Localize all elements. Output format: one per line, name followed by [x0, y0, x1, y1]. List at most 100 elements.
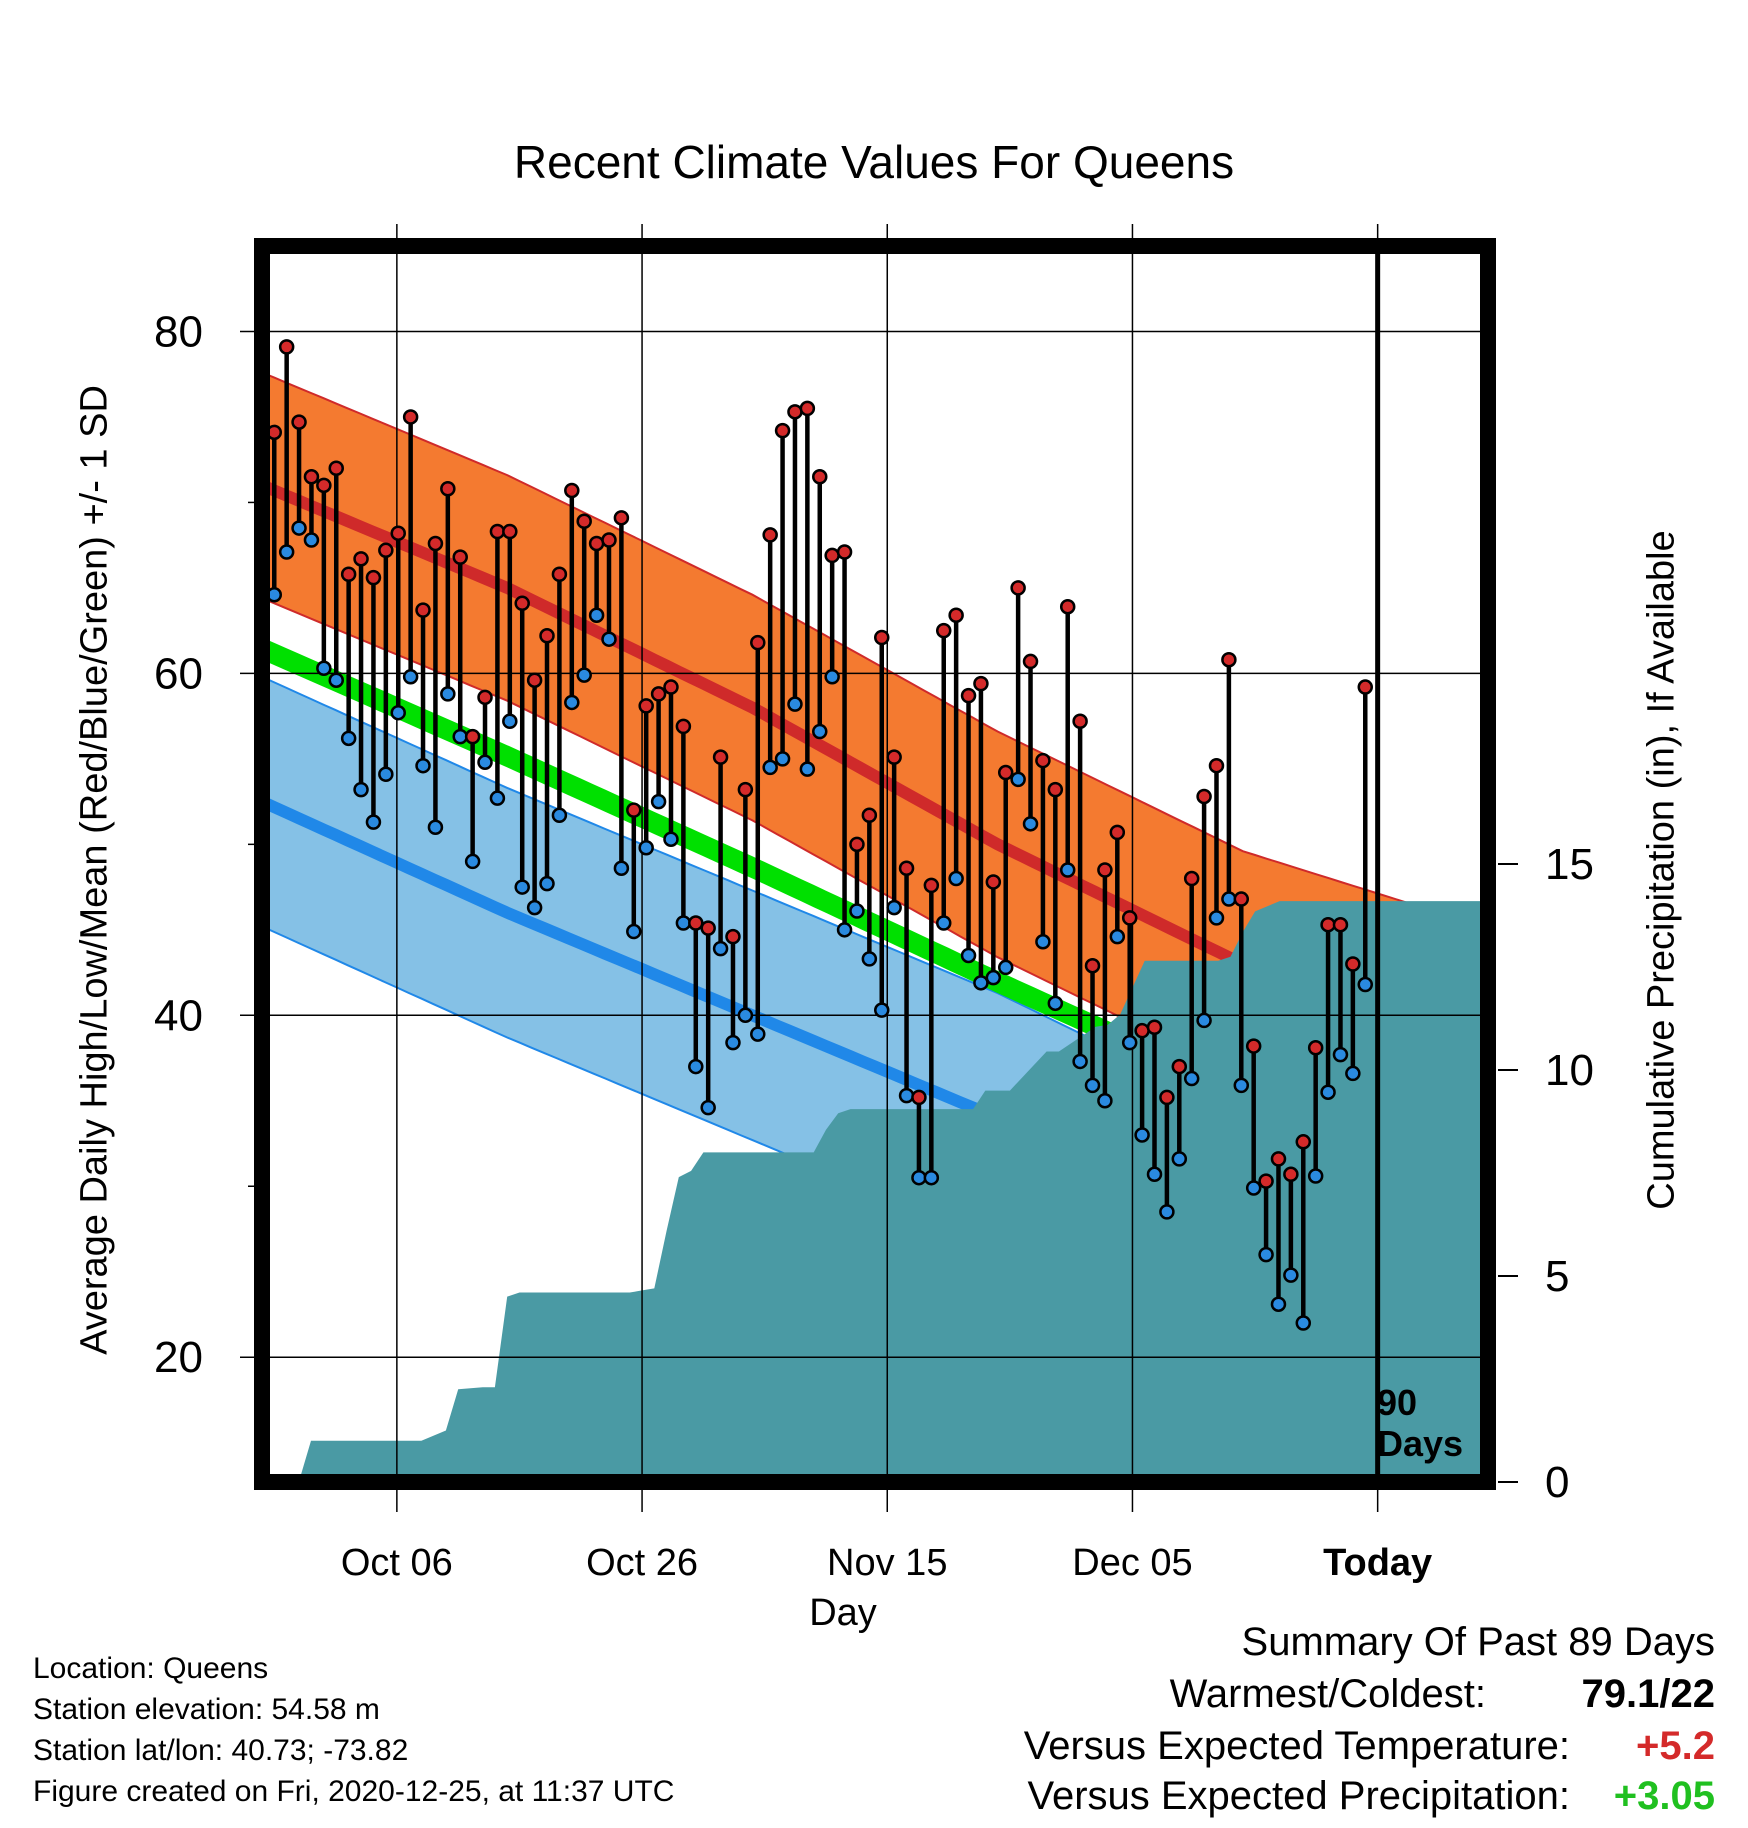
high-point: [787, 404, 803, 420]
low-point: [1320, 1084, 1336, 1100]
low-point: [750, 1026, 766, 1042]
low-point: [1010, 771, 1026, 788]
high-point: [700, 920, 716, 936]
low-point: [1183, 1070, 1200, 1087]
low-point: [1258, 1246, 1274, 1263]
high-point: [1010, 580, 1026, 596]
low-point: [303, 532, 320, 548]
high-point: [626, 802, 642, 818]
low-point: [675, 915, 692, 931]
low-point: [291, 520, 307, 536]
low-point: [1208, 910, 1225, 926]
high-point: [663, 679, 679, 695]
high-point: [1171, 1058, 1188, 1075]
low-point: [725, 1034, 741, 1051]
low-point: [663, 831, 679, 847]
low-point: [576, 667, 592, 683]
high-point: [576, 513, 592, 529]
low-point: [1047, 995, 1064, 1012]
low-point: [1121, 1034, 1138, 1051]
high-point: [873, 629, 890, 646]
low-point: [812, 723, 828, 740]
x-tick-label: Oct 26: [586, 1542, 698, 1584]
high-point: [935, 622, 952, 639]
low-point: [1307, 1168, 1324, 1184]
high-point: [601, 532, 617, 548]
low-point: [526, 899, 543, 916]
high-point: [1159, 1089, 1175, 1106]
low-point: [402, 669, 419, 685]
high-point: [948, 607, 964, 624]
low-point: [551, 807, 568, 824]
high-point: [514, 595, 530, 612]
low-point: [849, 903, 865, 919]
high-point: [316, 477, 332, 494]
low-point: [911, 1169, 927, 1186]
high-point: [1357, 679, 1374, 695]
low-point: [1233, 1077, 1250, 1094]
low-point: [861, 951, 878, 967]
low-point: [898, 1087, 915, 1104]
high-point: [750, 634, 766, 651]
high-point: [799, 400, 816, 417]
high-point: [402, 409, 419, 425]
high-point: [353, 551, 369, 567]
low-point: [1357, 976, 1374, 993]
high-point: [1283, 1166, 1299, 1183]
high-point: [1233, 891, 1250, 907]
low-point: [1196, 1012, 1212, 1029]
low-point: [1221, 891, 1237, 907]
high-point: [270, 424, 283, 441]
high-point: [1307, 1040, 1324, 1056]
y-tick-label-left: 80: [154, 307, 203, 356]
high-point: [1245, 1038, 1262, 1054]
low-point: [873, 1002, 890, 1018]
high-point: [774, 422, 791, 439]
y-tick-label-left: 60: [154, 649, 203, 698]
summary-header: Summary Of Past 89 Days: [1241, 1620, 1715, 1664]
high-point: [886, 749, 902, 765]
low-point: [440, 686, 456, 702]
high-point: [762, 527, 778, 543]
low-point: [948, 870, 964, 887]
high-point: [1134, 1022, 1150, 1039]
low-point: [626, 923, 642, 940]
low-point: [427, 819, 444, 835]
y-axis-label-left: Average Daily High/Low/Mean (Red/Blue/Gr…: [73, 385, 116, 1355]
low-point: [270, 586, 283, 603]
low-point: [539, 875, 555, 892]
high-point: [390, 525, 406, 541]
high-point: [328, 460, 344, 476]
high-point: [985, 874, 1002, 890]
low-point: [613, 860, 630, 877]
station-latlon: Station lat/lon: 40.73; -73.82: [33, 1734, 409, 1767]
low-point: [514, 879, 530, 895]
high-point: [923, 877, 940, 894]
low-point: [278, 544, 295, 560]
high-point: [849, 836, 865, 853]
high-point: [489, 523, 506, 540]
high-point: [1196, 788, 1212, 805]
chart-title: Recent Climate Values For Queens: [513, 136, 1235, 188]
low-point: [415, 757, 431, 774]
high-point: [1332, 916, 1349, 933]
low-point: [477, 754, 493, 771]
low-point: [762, 759, 778, 776]
low-point: [787, 696, 803, 712]
high-point: [1183, 870, 1200, 887]
low-point: [601, 631, 617, 647]
high-point: [1072, 713, 1088, 730]
high-point: [1059, 598, 1076, 615]
low-point: [886, 899, 902, 916]
precip-versus-value: +3.05: [1613, 1774, 1715, 1818]
low-point: [1345, 1065, 1361, 1082]
low-point: [378, 766, 394, 782]
low-point: [799, 761, 816, 777]
high-point: [464, 728, 481, 745]
low-point: [923, 1169, 940, 1186]
precipitation-area: [301, 901, 1480, 1474]
high-point: [973, 675, 989, 692]
x-tick-label: Oct 06: [341, 1542, 453, 1584]
high-point: [477, 689, 493, 706]
high-point: [340, 566, 357, 582]
